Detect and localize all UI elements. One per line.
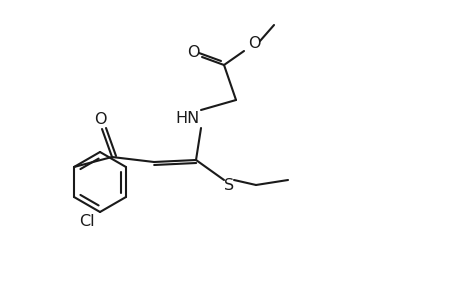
Text: Cl: Cl: [79, 214, 95, 229]
Text: HN: HN: [174, 110, 199, 125]
Text: O: O: [94, 112, 106, 127]
Text: O: O: [186, 44, 199, 59]
Text: O: O: [247, 35, 260, 50]
Text: S: S: [224, 178, 234, 193]
